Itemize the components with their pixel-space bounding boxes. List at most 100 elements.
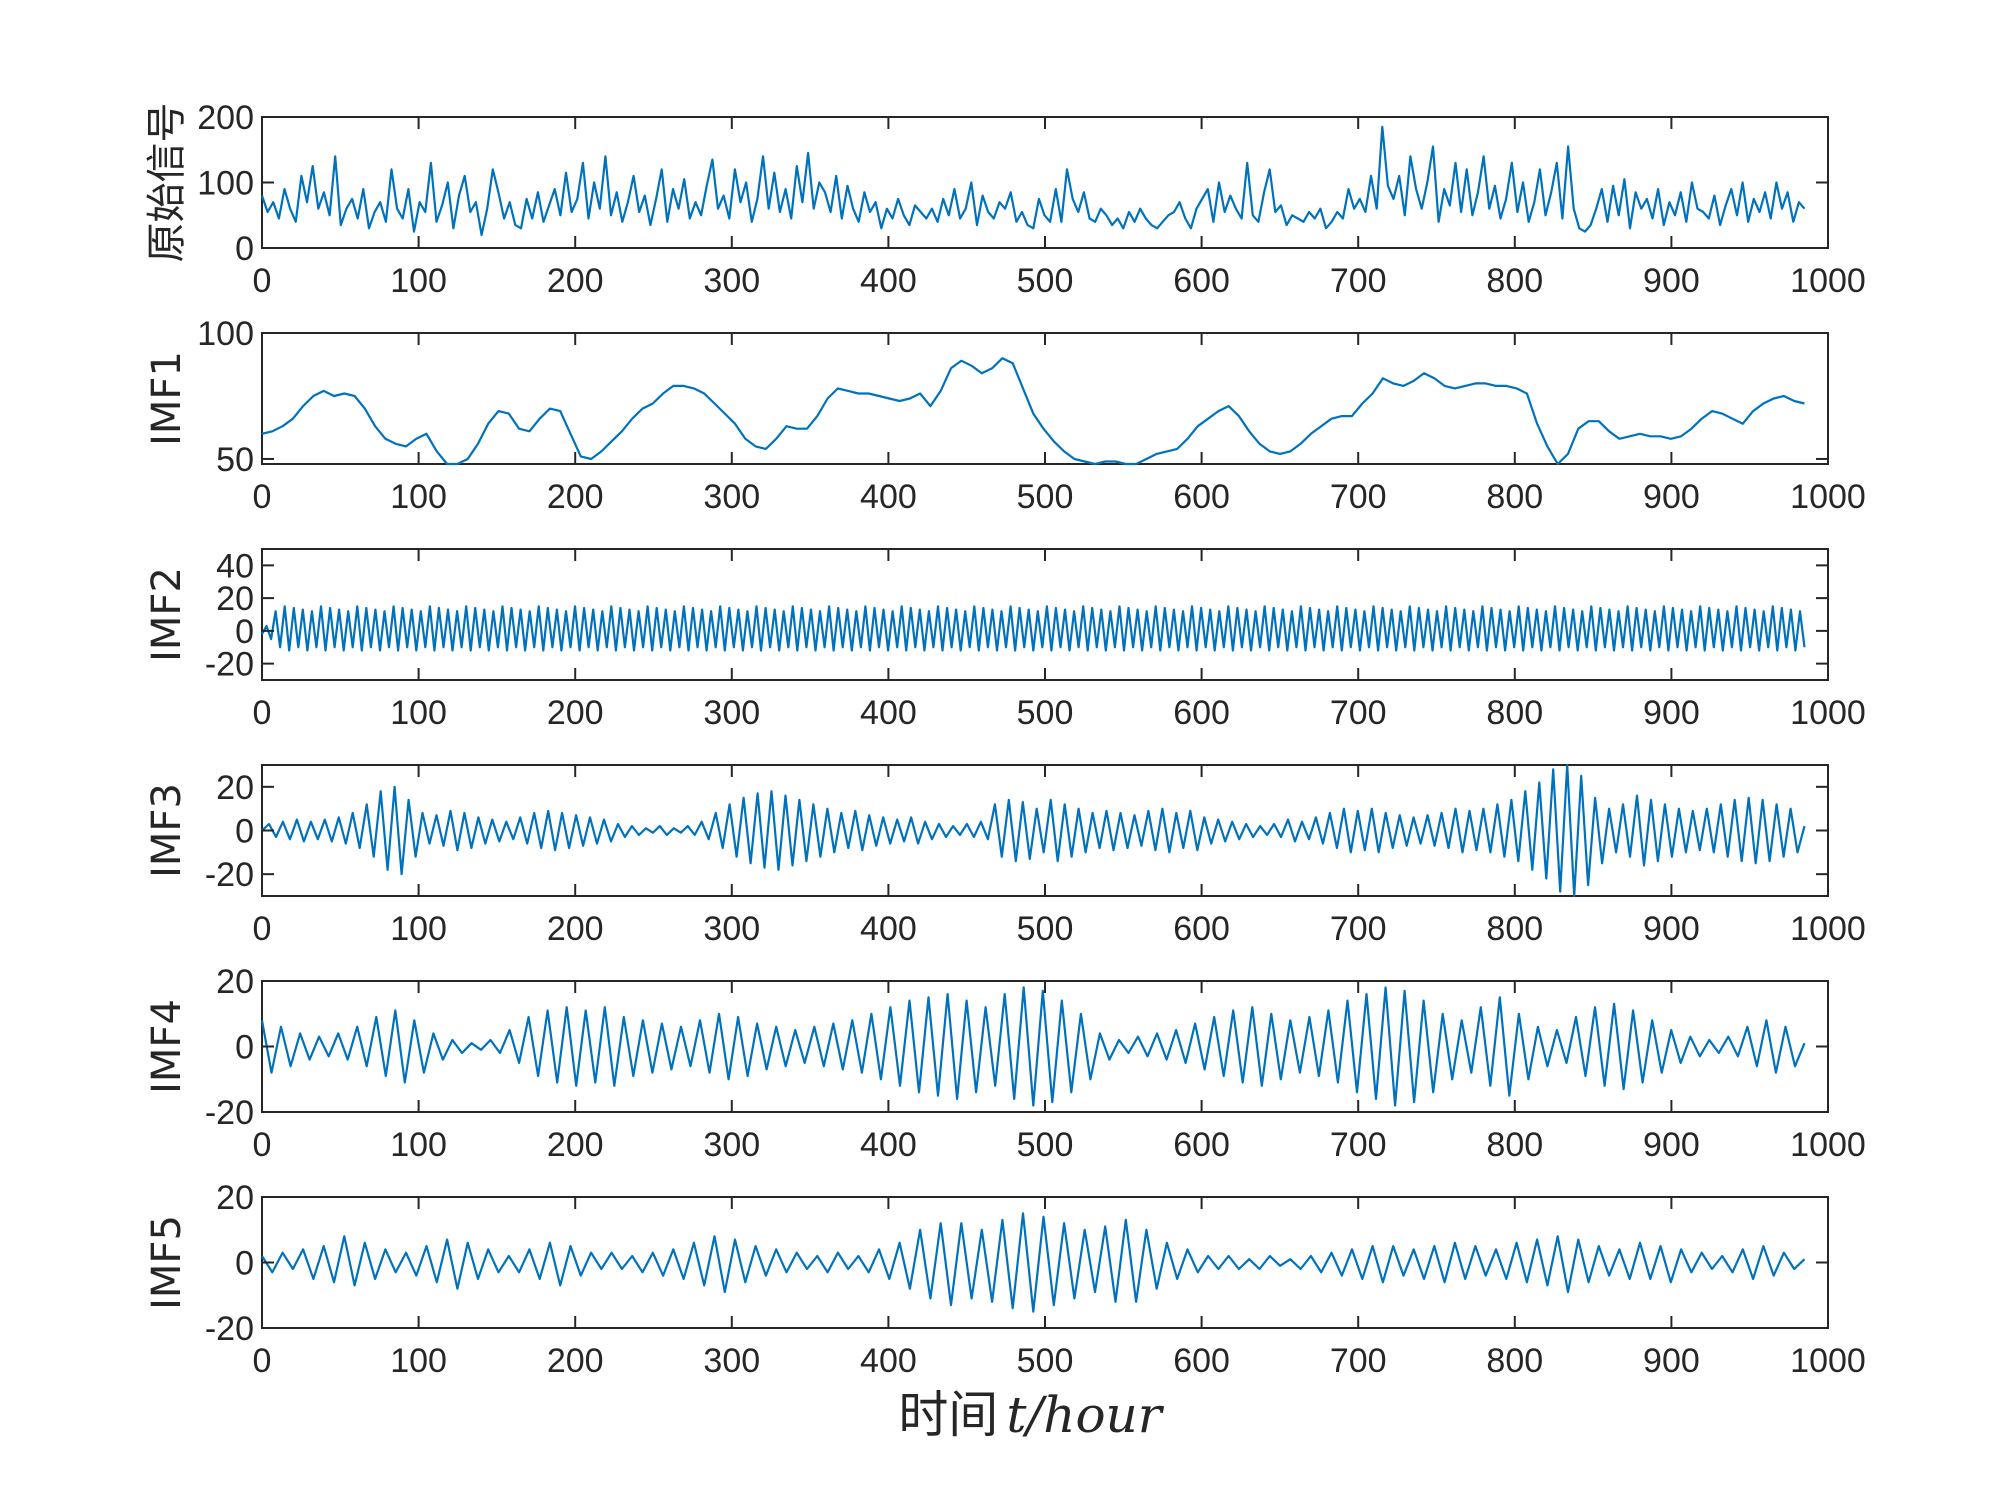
x-tick-label: 200 <box>547 262 604 300</box>
x-tick-label: 100 <box>390 1126 447 1164</box>
x-tick-label: 200 <box>547 694 604 732</box>
x-tick-label: 800 <box>1486 1126 1543 1164</box>
y-tick-label: 20 <box>216 769 254 807</box>
subplot-4: 0 100 200 300 400 500 600 700 800 900 1000 -20 0 20 IM… <box>144 763 1866 948</box>
x-tick-label: 0 <box>253 1126 272 1164</box>
series-line <box>260 986 1806 1107</box>
x-tick-label: 100 <box>390 1342 447 1380</box>
y-tick-label: 0 <box>235 613 254 651</box>
y-tick-label: 0 <box>235 813 254 851</box>
y-tick-label: 20 <box>216 1179 254 1217</box>
x-tick-label: 600 <box>1173 262 1230 300</box>
x-tick-label: 200 <box>547 910 604 948</box>
x-tick-label: 300 <box>703 262 760 300</box>
x-tick-label: 300 <box>703 1342 760 1380</box>
x-tick-label: 0 <box>253 694 272 732</box>
x-tick-label: 500 <box>1017 262 1074 300</box>
x-tick-label: 600 <box>1173 1342 1230 1380</box>
subplot-5: 0 100 200 300 400 500 600 700 800 900 1000-20020IM… <box>144 963 1866 1164</box>
x-tick-label: 0 <box>253 910 272 948</box>
y-axis-label: IMF4 <box>144 999 190 1094</box>
subplot-3: 0 100 200 300 400 500 600 700 800 900 1000-2002040… <box>144 547 1866 732</box>
x-tick-label: 0 <box>253 1342 272 1380</box>
x-tick-label: 100 <box>390 262 447 300</box>
y-tick-label: -20 <box>205 646 254 684</box>
plot-frame <box>261 116 1829 249</box>
x-tick-label: 800 <box>1486 478 1543 516</box>
plot-frame <box>261 332 1829 465</box>
x-tick-label: 900 <box>1643 1126 1700 1164</box>
x-tick-label: 700 <box>1330 1342 1387 1380</box>
x-tick-label: 500 <box>1017 910 1074 948</box>
x-tick-label: 100 <box>390 694 447 732</box>
y-tick-label: 0 <box>235 1245 254 1283</box>
x-tick-label: 500 <box>1017 1342 1074 1380</box>
x-tick-label: 700 <box>1330 694 1387 732</box>
subplot-1: 0 100 200 300 400 500 600 700 800 900 10000100200原… <box>144 99 1866 300</box>
x-tick-label: 1000 <box>1790 694 1866 732</box>
x-tick-label: 0 <box>253 478 272 516</box>
x-tick-label: 1000 <box>1790 478 1866 516</box>
x-tick-label: 300 <box>703 478 760 516</box>
y-tick-label: -20 <box>205 1310 254 1348</box>
x-tick-label: 600 <box>1173 1126 1230 1164</box>
x-tick-label: 900 <box>1643 694 1700 732</box>
x-tick-label: 600 <box>1173 910 1230 948</box>
y-tick-label: -20 <box>205 1094 254 1132</box>
y-tick-label: 20 <box>216 580 254 618</box>
x-tick-label: 900 <box>1643 478 1700 516</box>
x-tick-label: 800 <box>1486 694 1543 732</box>
y-axis-label: IMF1 <box>144 351 190 446</box>
series-line <box>261 763 1806 898</box>
x-tick-label: 100 <box>390 478 447 516</box>
x-tick-label: 800 <box>1486 1342 1543 1380</box>
y-tick-label: 0 <box>235 230 254 268</box>
y-tick-label: 50 <box>216 441 254 479</box>
x-tick-label: 400 <box>860 1126 917 1164</box>
x-tick-label: 700 <box>1330 1126 1387 1164</box>
x-tick-label: 200 <box>547 1342 604 1380</box>
x-tick-label: 400 <box>860 478 917 516</box>
x-axis-label-symbol: t/hour <box>1006 1386 1164 1444</box>
x-tick-label: 1000 <box>1790 910 1866 948</box>
x-axis-label-chinese: 时间 <box>898 1386 998 1444</box>
x-tick-label: 300 <box>703 694 760 732</box>
y-tick-label: 20 <box>216 963 254 1001</box>
y-tick-label: 40 <box>216 547 254 585</box>
x-tick-label: 1000 <box>1790 262 1866 300</box>
x-tick-label: 0 <box>253 262 272 300</box>
x-tick-label: 900 <box>1643 910 1700 948</box>
y-tick-label: 100 <box>197 165 254 203</box>
x-tick-label: 300 <box>703 1126 760 1164</box>
x-tick-label: 500 <box>1017 478 1074 516</box>
subplot-2: 0 100 200 300 400 500 600 700 800 900 100050100IMF… <box>144 315 1866 516</box>
x-tick-label: 200 <box>547 478 604 516</box>
y-axis-label: IMF2 <box>144 567 190 662</box>
series-line <box>261 1212 1806 1313</box>
x-tick-label: 400 <box>860 694 917 732</box>
x-tick-label: 900 <box>1643 262 1700 300</box>
x-tick-label: 1000 <box>1790 1342 1866 1380</box>
x-tick-label: 700 <box>1330 262 1387 300</box>
x-tick-label: 300 <box>703 910 760 948</box>
x-tick-label: 800 <box>1486 910 1543 948</box>
x-tick-label: 500 <box>1017 1126 1074 1164</box>
x-tick-label: 600 <box>1173 478 1230 516</box>
subplot-panels: 0 100 200 300 400 500 600 700 800 900 10000100200原… <box>144 99 1866 1380</box>
x-tick-label: 500 <box>1017 694 1074 732</box>
x-tick-label: 700 <box>1330 910 1387 948</box>
x-tick-label: 100 <box>390 910 447 948</box>
x-tick-label: 600 <box>1173 694 1230 732</box>
x-axis-label: 时间 t/hour <box>898 1386 1164 1444</box>
y-tick-label: 100 <box>197 315 254 353</box>
x-tick-label: 1000 <box>1790 1126 1866 1164</box>
y-tick-label: 200 <box>197 99 254 137</box>
subplot-6: 0 100 200 300 400 500 600 700 800 900 1000-20020IM… <box>144 1179 1866 1380</box>
y-tick-label: 0 <box>235 1029 254 1067</box>
x-tick-label: 400 <box>860 1342 917 1380</box>
x-tick-label: 800 <box>1486 262 1543 300</box>
x-tick-label: 900 <box>1643 1342 1700 1380</box>
series-line <box>261 605 1806 652</box>
plot-frame <box>261 980 1829 1113</box>
